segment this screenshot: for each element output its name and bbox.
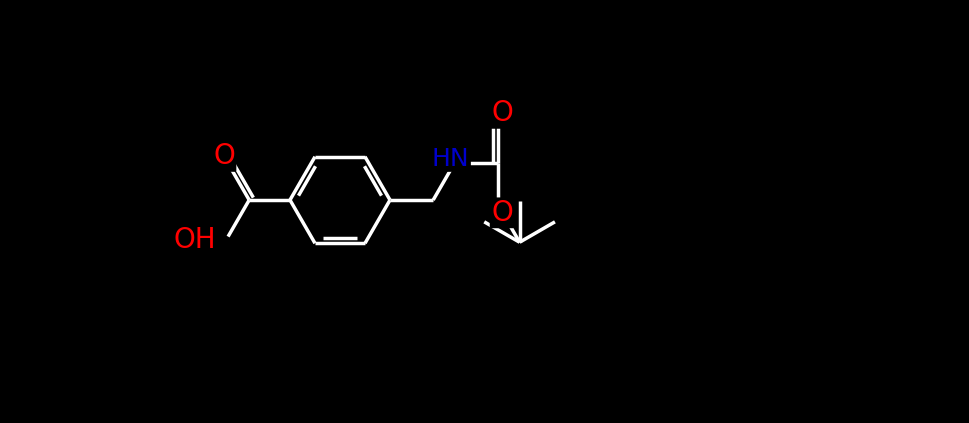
Text: O: O xyxy=(213,143,234,170)
Text: OH: OH xyxy=(173,225,216,253)
Text: O: O xyxy=(491,199,513,227)
Text: HN: HN xyxy=(432,147,470,170)
Text: O: O xyxy=(491,99,513,127)
